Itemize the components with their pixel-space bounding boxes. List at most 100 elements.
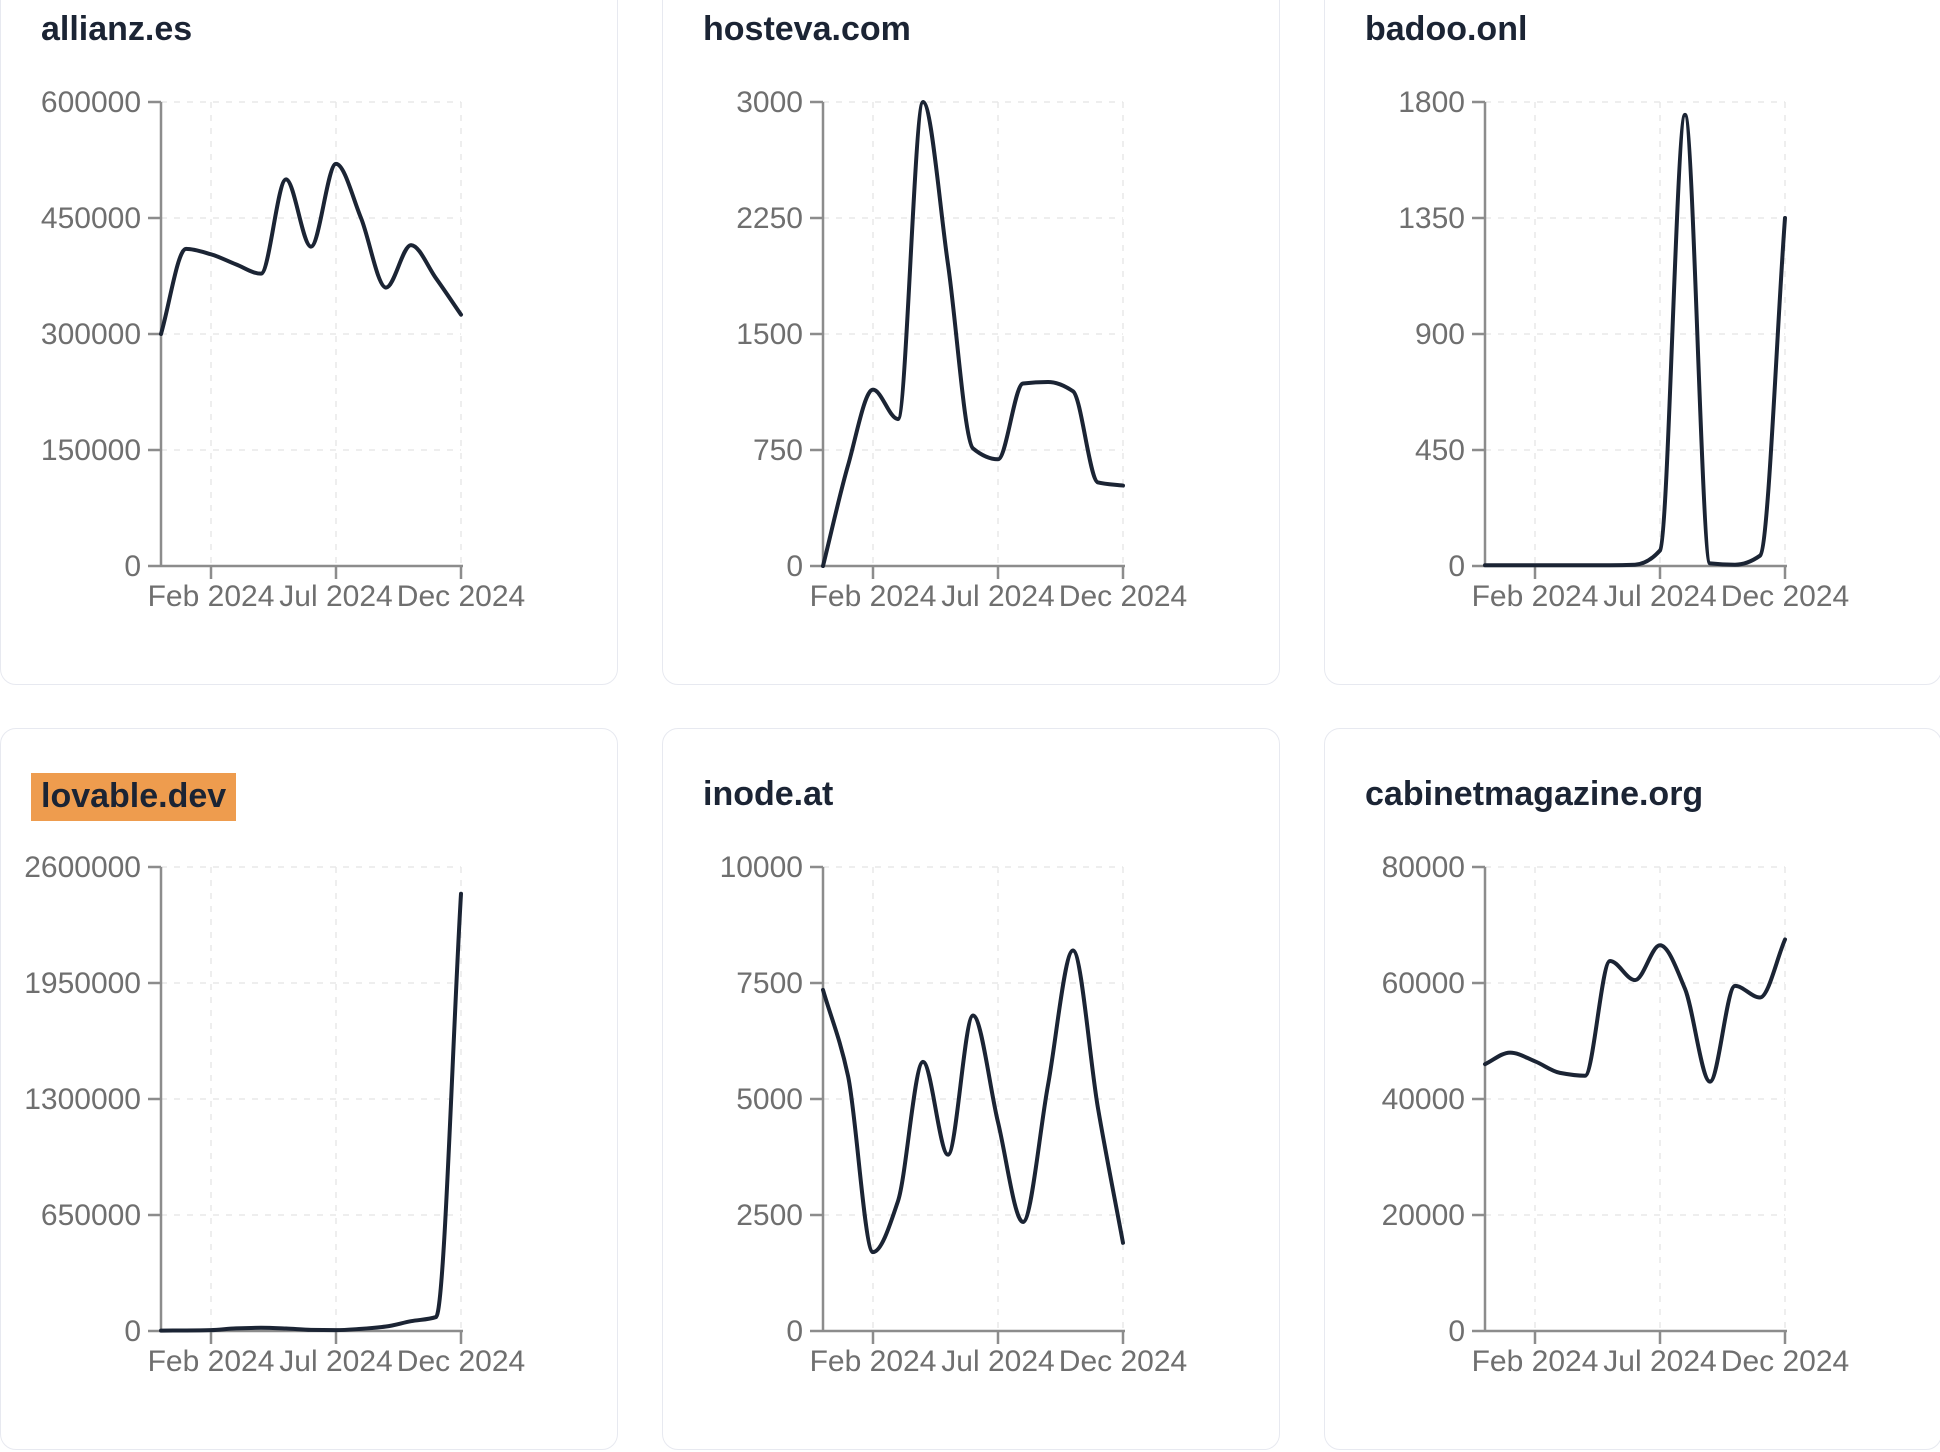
y-axis-labels: 0 150000 300000 450000 600000 (41, 86, 141, 583)
y-tick-label: 1950000 (24, 967, 141, 1000)
series-line (1483, 112, 1787, 568)
chart-title: hosteva.com (703, 8, 911, 50)
y-tick-label: 150000 (41, 434, 141, 467)
y-tick-label: 60000 (1382, 967, 1465, 1000)
y-tick-label: 300000 (41, 318, 141, 351)
axes (148, 865, 463, 1344)
x-axis-labels: Feb 2024 Jul 2024 Dec 2024 (810, 1345, 1188, 1378)
y-tick-label: 5000 (736, 1083, 803, 1116)
series-line (159, 161, 463, 336)
line-chart: 0 450 900 1350 1800 Feb 2024 Jul 2024 Dec 2024 (1398, 86, 1849, 613)
chart-title-text: cabinetmagazine.org (1365, 775, 1704, 813)
y-tick-label: 2250 (736, 202, 803, 235)
plot-gridlines (823, 101, 1124, 566)
x-tick-label: Jul 2024 (1603, 580, 1716, 613)
y-tick-label: 0 (1448, 550, 1465, 583)
series-line (821, 100, 1125, 568)
y-tick-label: 750 (753, 434, 803, 467)
chart-card-hosteva-com: hosteva.com 0 750 1500 2250 3000 Feb 2024 Jul … (662, 0, 1280, 685)
y-tick-label: 600000 (41, 86, 141, 119)
plot-gridlines (1485, 101, 1786, 566)
chart-title-text: inode.at (703, 775, 834, 813)
x-axis-labels: Feb 2024 Jul 2024 Dec 2024 (1472, 1345, 1850, 1378)
chart-title-text: badoo.onl (1365, 10, 1528, 48)
y-tick-label: 3000 (736, 86, 803, 119)
x-tick-label: Jul 2024 (279, 1345, 392, 1378)
x-tick-label: Dec 2024 (1721, 580, 1849, 613)
chart-title: badoo.onl (1365, 8, 1527, 50)
x-axis-labels: Feb 2024 Jul 2024 Dec 2024 (148, 1345, 526, 1378)
y-tick-label: 1300000 (24, 1083, 141, 1116)
chart-title-text: allianz.es (41, 10, 193, 48)
x-tick-label: Jul 2024 (941, 1345, 1054, 1378)
y-axis-labels: 0 750 1500 2250 3000 (736, 86, 803, 583)
chart-title-text: hosteva.com (703, 10, 911, 48)
y-tick-label: 650000 (41, 1199, 141, 1232)
y-tick-label: 1800 (1398, 86, 1465, 119)
plot-gridlines (823, 866, 1124, 1331)
axes (810, 100, 1125, 579)
x-axis-labels: Feb 2024 Jul 2024 Dec 2024 (810, 580, 1188, 613)
y-tick-label: 1350 (1398, 202, 1465, 235)
axes (148, 100, 463, 579)
x-tick-label: Dec 2024 (1059, 1345, 1187, 1378)
y-axis-labels: 0 450 900 1350 1800 (1398, 86, 1465, 583)
chart-title: lovable.dev (31, 773, 237, 821)
chart-card-inode-at: inode.at 0 2500 5000 7500 10000 Feb 2024 Jul 2… (662, 728, 1280, 1450)
x-tick-label: Jul 2024 (941, 580, 1054, 613)
x-tick-label: Jul 2024 (1603, 1345, 1716, 1378)
x-tick-label: Feb 2024 (1472, 1345, 1599, 1378)
line-chart: 0 750 1500 2250 3000 Feb 2024 Jul 2024 Dec 2024 (736, 86, 1188, 613)
y-tick-label: 450000 (41, 202, 141, 235)
y-tick-label: 0 (124, 550, 141, 583)
chart-card-allianz-es: allianz.es 0 150000 300000 450000 600000 Feb … (0, 0, 618, 685)
chart-card-lovable-dev: lovable.dev 0 650000 1300000 1950000 2600000… (0, 728, 618, 1450)
y-tick-label: 900 (1415, 318, 1465, 351)
y-axis-labels: 0 20000 40000 60000 80000 (1382, 851, 1465, 1348)
x-tick-label: Dec 2024 (1721, 1345, 1849, 1378)
chart-title: inode.at (703, 773, 833, 815)
chart-title: cabinetmagazine.org (1365, 773, 1703, 815)
y-tick-label: 450 (1415, 434, 1465, 467)
x-tick-label: Dec 2024 (1059, 580, 1187, 613)
chart-title: allianz.es (41, 8, 192, 50)
x-axis-labels: Feb 2024 Jul 2024 Dec 2024 (148, 580, 526, 613)
y-tick-label: 2500 (736, 1199, 803, 1232)
x-tick-label: Feb 2024 (810, 1345, 937, 1378)
chart-title-text highlighted-text: lovable.dev (31, 773, 237, 821)
line-chart: 0 2500 5000 7500 10000 Feb 2024 Jul 2024 Dec 20… (720, 851, 1188, 1378)
x-tick-label: Dec 2024 (397, 580, 525, 613)
plot-gridlines (161, 866, 462, 1331)
y-tick-label: 0 (124, 1315, 141, 1348)
axes (810, 865, 1125, 1344)
axes (1472, 865, 1787, 1344)
series-line (159, 891, 463, 1333)
x-tick-label: Jul 2024 (279, 580, 392, 613)
y-tick-label: 0 (786, 1315, 803, 1348)
plot-gridlines (161, 101, 462, 566)
x-tick-label: Feb 2024 (148, 1345, 275, 1378)
x-tick-label: Feb 2024 (1472, 580, 1599, 613)
line-chart: 0 650000 1300000 1950000 2600000 Feb 2024 Jul … (24, 851, 526, 1378)
x-tick-label: Dec 2024 (397, 1345, 525, 1378)
x-tick-label: Feb 2024 (810, 580, 937, 613)
line-chart: 0 150000 300000 450000 600000 Feb 2024 Jul 202… (41, 86, 526, 613)
axes (1472, 100, 1787, 579)
chart-card-badoo-onl: badoo.onl 0 450 900 1350 1800 Feb 2024 Jul 202… (1324, 0, 1940, 685)
y-tick-label: 80000 (1382, 851, 1465, 884)
y-axis-labels: 0 650000 1300000 1950000 2600000 (24, 851, 141, 1348)
y-tick-label: 7500 (736, 967, 803, 1000)
series-line (821, 948, 1125, 1255)
series-line (1483, 937, 1787, 1084)
y-tick-label: 0 (1448, 1315, 1465, 1348)
y-tick-label: 10000 (720, 851, 803, 884)
chart-card-cabinetmagazine-org: cabinetmagazine.org 0 20000 40000 60000 8000… (1324, 728, 1940, 1450)
y-tick-label: 20000 (1382, 1199, 1465, 1232)
y-tick-label: 2600000 (24, 851, 141, 884)
y-tick-label: 1500 (736, 318, 803, 351)
x-tick-label: Feb 2024 (148, 580, 275, 613)
y-tick-label: 0 (786, 550, 803, 583)
line-chart: 0 20000 40000 60000 80000 Feb 2024 Jul 2024 Dec… (1382, 851, 1850, 1378)
plot-gridlines (1485, 866, 1786, 1331)
